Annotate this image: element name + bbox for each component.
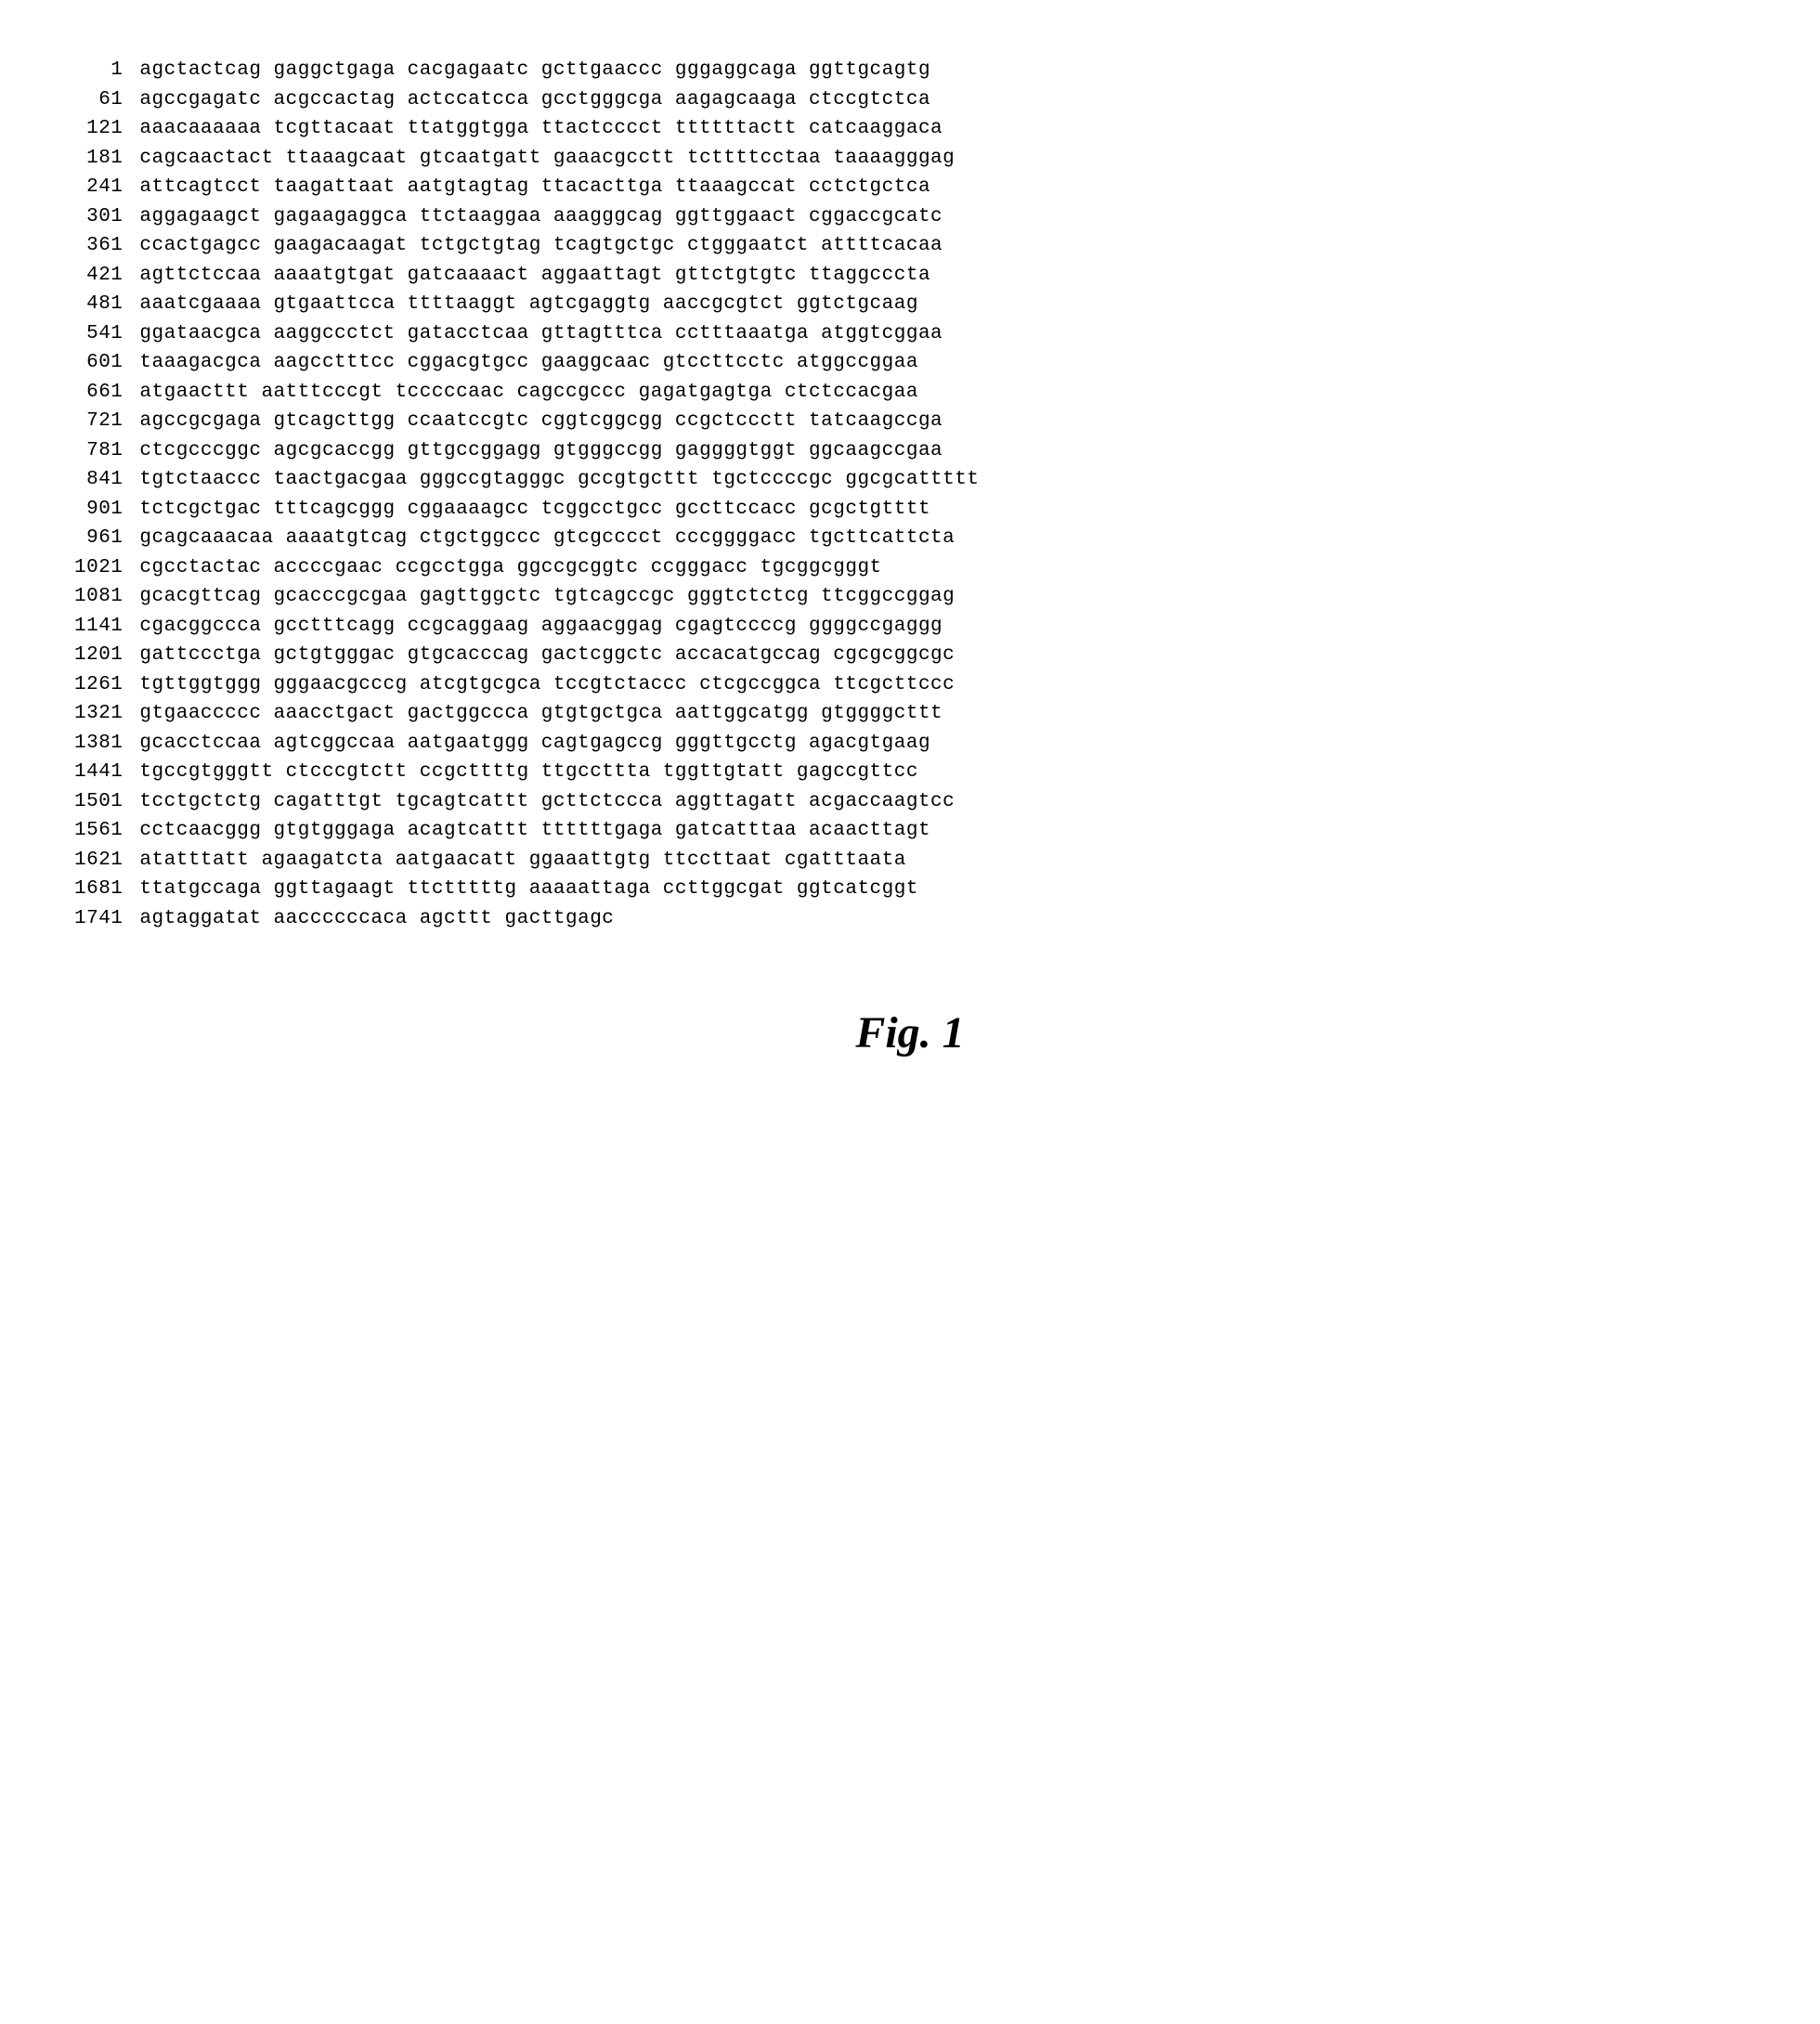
- sequence-row: 541ggataacgca aaggccctct gatacctcaa gtta…: [74, 319, 979, 349]
- position-number: 1141: [74, 612, 139, 642]
- position-number: 1561: [74, 816, 139, 846]
- sequence-row: 901tctcgctgac tttcagcggg cggaaaagcc tcgg…: [74, 495, 979, 525]
- sequence-row: 61agccgagatc acgccactag actccatcca gcctg…: [74, 85, 979, 115]
- position-number: 241: [74, 173, 139, 202]
- sequence-row: 301aggagaagct gagaagaggca ttctaaggaa aaa…: [74, 202, 979, 232]
- sequence-blocks: atatttatt agaagatcta aatgaacatt ggaaattg…: [139, 846, 979, 876]
- sequence-row: 1501tcctgctctg cagatttgt tgcagtcattt gct…: [74, 787, 979, 817]
- position-number: 121: [74, 114, 139, 144]
- position-number: 181: [74, 144, 139, 174]
- position-number: 421: [74, 261, 139, 291]
- sequence-blocks: tgtctaaccc taactgacgaa gggccgtagggc gccg…: [139, 465, 979, 495]
- position-number: 301: [74, 202, 139, 232]
- sequence-blocks: aaacaaaaaa tcgttacaat ttatggtgga ttactcc…: [139, 114, 979, 144]
- position-number: 961: [74, 524, 139, 553]
- dna-sequence-listing: 1agctactcag gaggctgaga cacgagaatc gcttga…: [74, 56, 979, 933]
- sequence-blocks: gcagcaaacaa aaaatgtcag ctgctggccc gtcgcc…: [139, 524, 979, 553]
- sequence-row: 1141cgacggccca gcctttcagg ccgcaggaag agg…: [74, 612, 979, 642]
- sequence-row: 1381gcacctccaa agtcggccaa aatgaatggg cag…: [74, 729, 979, 759]
- sequence-row: 721agccgcgaga gtcagcttgg ccaatccgtc cggt…: [74, 407, 979, 436]
- sequence-row: 841tgtctaaccc taactgacgaa gggccgtagggc g…: [74, 465, 979, 495]
- position-number: 1681: [74, 875, 139, 904]
- sequence-blocks: cagcaactact ttaaagcaat gtcaatgatt gaaacg…: [139, 144, 979, 174]
- position-number: 601: [74, 348, 139, 378]
- sequence-row: 1081gcacgttcag gcacccgcgaa gagttggctc tg…: [74, 582, 979, 612]
- sequence-blocks: tcctgctctg cagatttgt tgcagtcattt gcttctc…: [139, 787, 979, 817]
- position-number: 1261: [74, 670, 139, 700]
- position-number: 361: [74, 231, 139, 261]
- sequence-blocks: ggataacgca aaggccctct gatacctcaa gttagtt…: [139, 319, 979, 349]
- position-number: 541: [74, 319, 139, 349]
- position-number: 1381: [74, 729, 139, 759]
- position-number: 1621: [74, 846, 139, 876]
- position-number: 1441: [74, 758, 139, 787]
- sequence-blocks: atgaacttt aatttcccgt tcccccaac cagccgccc…: [139, 378, 979, 408]
- position-number: 781: [74, 436, 139, 466]
- sequence-blocks: agttctccaa aaaatgtgat gatcaaaact aggaatt…: [139, 261, 979, 291]
- position-number: 901: [74, 495, 139, 525]
- position-number: 841: [74, 465, 139, 495]
- sequence-row: 1441tgccgtgggtt ctcccgtctt ccgcttttg ttg…: [74, 758, 979, 787]
- sequence-blocks: gcacctccaa agtcggccaa aatgaatggg cagtgag…: [139, 729, 979, 759]
- sequence-row: 1741agtaggatat aaccccccaca agcttt gacttg…: [74, 904, 979, 934]
- position-number: 661: [74, 378, 139, 408]
- sequence-blocks: aaatcgaaaa gtgaattcca ttttaaggt agtcgagg…: [139, 290, 979, 319]
- sequence-row: 121aaacaaaaaa tcgttacaat ttatggtgga ttac…: [74, 114, 979, 144]
- sequence-row: 361ccactgagcc gaagacaagat tctgctgtag tca…: [74, 231, 979, 261]
- sequence-row: 481aaatcgaaaa gtgaattcca ttttaaggt agtcg…: [74, 290, 979, 319]
- sequence-row: 1agctactcag gaggctgaga cacgagaatc gcttga…: [74, 56, 979, 85]
- position-number: 1501: [74, 787, 139, 817]
- sequence-blocks: ctcgcccggc agcgcaccgg gttgccggagg gtgggc…: [139, 436, 979, 466]
- sequence-row: 961gcagcaaacaa aaaatgtcag ctgctggccc gtc…: [74, 524, 979, 553]
- sequence-blocks: tctcgctgac tttcagcggg cggaaaagcc tcggcct…: [139, 495, 979, 525]
- position-number: 1081: [74, 582, 139, 612]
- sequence-row: 1321gtgaaccccc aaacctgact gactggccca gtg…: [74, 699, 979, 729]
- position-number: 1201: [74, 641, 139, 670]
- sequence-blocks: attcagtcct taagattaat aatgtagtag ttacact…: [139, 173, 979, 202]
- position-number: 721: [74, 407, 139, 436]
- sequence-row: 421agttctccaa aaaatgtgat gatcaaaact agga…: [74, 261, 979, 291]
- sequence-blocks: agctactcag gaggctgaga cacgagaatc gcttgaa…: [139, 56, 979, 85]
- sequence-row: 781ctcgcccggc agcgcaccgg gttgccggagg gtg…: [74, 436, 979, 466]
- sequence-blocks: taaagacgca aagcctttcc cggacgtgcc gaaggca…: [139, 348, 979, 378]
- position-number: 1: [74, 56, 139, 85]
- sequence-row: 1201gattccctga gctgtgggac gtgcacccag gac…: [74, 641, 979, 670]
- sequence-blocks: gattccctga gctgtgggac gtgcacccag gactcgg…: [139, 641, 979, 670]
- sequence-row: 1681ttatgccaga ggttagaagt ttctttttg aaaa…: [74, 875, 979, 904]
- position-number: 61: [74, 85, 139, 115]
- sequence-blocks: cctcaacggg gtgtgggaga acagtcattt ttttttg…: [139, 816, 979, 846]
- sequence-blocks: cgacggccca gcctttcagg ccgcaggaag aggaacg…: [139, 612, 979, 642]
- sequence-blocks: gtgaaccccc aaacctgact gactggccca gtgtgct…: [139, 699, 979, 729]
- sequence-blocks: agccgcgaga gtcagcttgg ccaatccgtc cggtcgg…: [139, 407, 979, 436]
- sequence-blocks: tgccgtgggtt ctcccgtctt ccgcttttg ttgcctt…: [139, 758, 979, 787]
- sequence-blocks: ccactgagcc gaagacaagat tctgctgtag tcagtg…: [139, 231, 979, 261]
- sequence-row: 1021cgcctactac accccgaac ccgcctgga ggccg…: [74, 553, 979, 583]
- sequence-blocks: agccgagatc acgccactag actccatcca gcctggg…: [139, 85, 979, 115]
- sequence-blocks: agtaggatat aaccccccaca agcttt gacttgagc: [139, 904, 979, 934]
- sequence-blocks: aggagaagct gagaagaggca ttctaaggaa aaaggg…: [139, 202, 979, 232]
- sequence-row: 661atgaacttt aatttcccgt tcccccaac cagccg…: [74, 378, 979, 408]
- figure-caption: Fig. 1: [74, 1007, 1746, 1058]
- sequence-row: 1621atatttatt agaagatcta aatgaacatt ggaa…: [74, 846, 979, 876]
- sequence-row: 181cagcaactact ttaaagcaat gtcaatgatt gaa…: [74, 144, 979, 174]
- sequence-blocks: cgcctactac accccgaac ccgcctgga ggccgcggt…: [139, 553, 979, 583]
- sequence-row: 601taaagacgca aagcctttcc cggacgtgcc gaag…: [74, 348, 979, 378]
- sequence-row: 241attcagtcct taagattaat aatgtagtag ttac…: [74, 173, 979, 202]
- sequence-row: 1561cctcaacggg gtgtgggaga acagtcattt ttt…: [74, 816, 979, 846]
- position-number: 1321: [74, 699, 139, 729]
- sequence-blocks: tgttggtggg gggaacgcccg atcgtgcgca tccgtc…: [139, 670, 979, 700]
- sequence-blocks: ttatgccaga ggttagaagt ttctttttg aaaaatta…: [139, 875, 979, 904]
- position-number: 481: [74, 290, 139, 319]
- position-number: 1021: [74, 553, 139, 583]
- position-number: 1741: [74, 904, 139, 934]
- sequence-blocks: gcacgttcag gcacccgcgaa gagttggctc tgtcag…: [139, 582, 979, 612]
- sequence-row: 1261tgttggtggg gggaacgcccg atcgtgcgca tc…: [74, 670, 979, 700]
